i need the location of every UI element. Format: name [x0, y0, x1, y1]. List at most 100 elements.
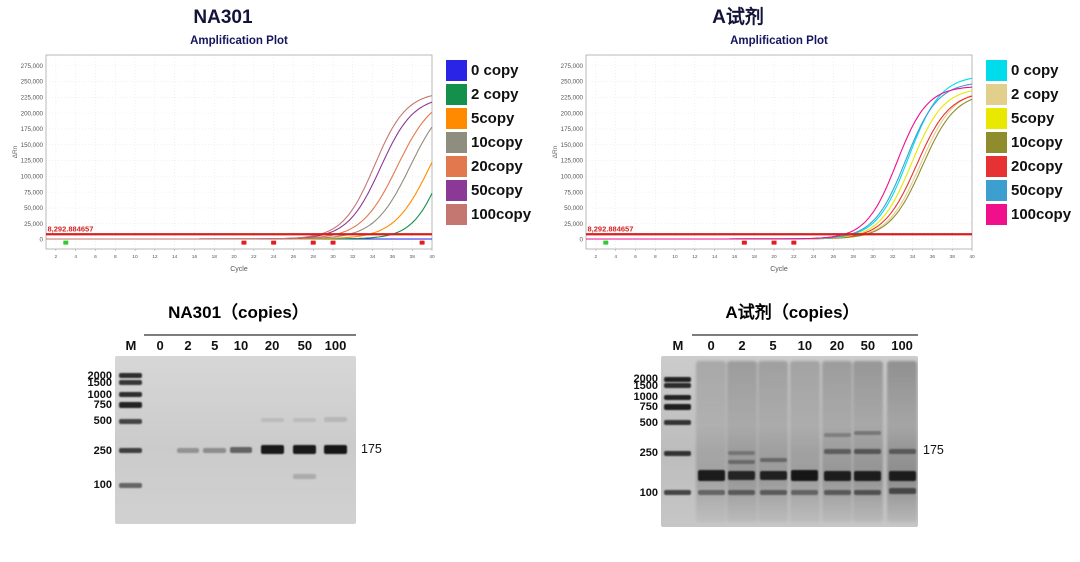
baseline-marker — [310, 240, 316, 245]
svg-text:100,000: 100,000 — [561, 174, 584, 181]
svg-text:8,292.884657: 8,292.884657 — [588, 224, 634, 233]
lane-label: 0 — [707, 338, 715, 353]
svg-text:16: 16 — [192, 254, 198, 260]
ladder-size-label: 500 — [93, 415, 112, 428]
legend-item: 2 copy — [986, 84, 1071, 105]
lane-label: 10 — [797, 338, 813, 353]
lane-label: 5 — [211, 338, 219, 353]
svg-text:125,000: 125,000 — [21, 158, 44, 165]
baseline-marker — [741, 240, 747, 245]
svg-text:36: 36 — [390, 254, 396, 260]
ladder-size-label: 1000 — [633, 391, 658, 404]
gel-band — [888, 488, 916, 495]
gel-title-a-reagent: A试剂（copies） — [725, 303, 860, 322]
legend-label: 5copy — [1011, 110, 1055, 127]
gel-band — [229, 447, 253, 454]
gel-lane-smear — [727, 361, 757, 522]
ladder-band — [664, 383, 692, 389]
ladder-size-label: 1500 — [87, 376, 112, 389]
ladder-band — [664, 450, 692, 456]
svg-text:Cycle: Cycle — [230, 266, 248, 273]
ladder-band — [664, 420, 692, 426]
svg-text:4: 4 — [74, 254, 77, 260]
svg-text:0: 0 — [580, 237, 584, 244]
legend-item: 100copy — [446, 204, 531, 225]
legend-item: 10copy — [446, 132, 531, 153]
ladder-size-label: 1000 — [87, 388, 112, 401]
svg-text:10: 10 — [132, 254, 138, 260]
lane-label: 100 — [324, 338, 347, 353]
svg-text:24: 24 — [271, 254, 277, 260]
legend-a-reagent: 0 copy 2 copy 5copy 10copy 20copy 50copy 100co… — [986, 60, 1071, 228]
gel-band — [823, 470, 851, 481]
svg-text:30: 30 — [870, 254, 876, 260]
svg-text:10: 10 — [672, 254, 678, 260]
gel-band — [260, 417, 284, 422]
svg-text:25,000: 25,000 — [24, 221, 43, 228]
legend-color-swatch — [986, 132, 1007, 153]
legend-color-swatch — [446, 84, 467, 105]
gel-band — [728, 490, 756, 496]
legend-color-swatch — [446, 60, 467, 81]
chart-title-na301: Amplification Plot — [190, 35, 288, 47]
lane-label: M — [125, 338, 137, 353]
baseline-marker — [63, 240, 69, 245]
band-size-label: 175 — [923, 443, 944, 458]
svg-text:4: 4 — [614, 254, 617, 260]
legend-item: 20copy — [986, 156, 1071, 177]
legend-item: 5copy — [446, 108, 531, 129]
baseline-marker — [330, 240, 336, 245]
band-size-annotation: 175 — [918, 356, 952, 527]
legend-color-swatch — [986, 180, 1007, 201]
svg-text:26: 26 — [831, 254, 837, 260]
gel-band — [697, 470, 725, 482]
gel-band — [728, 460, 756, 465]
svg-text:18: 18 — [212, 254, 218, 260]
gel-band — [176, 448, 200, 454]
amplification-plot-na301: 0 25,000 50,000 75,000 100,000 125,000 150,000… — [12, 54, 435, 273]
gel-lane-smear — [822, 361, 852, 522]
svg-text:8: 8 — [654, 254, 657, 260]
svg-text:30: 30 — [330, 254, 336, 260]
ladder-size-label: 100 — [639, 486, 658, 499]
legend-item: 20copy — [446, 156, 531, 177]
ladder-band — [664, 376, 692, 382]
svg-text:32: 32 — [890, 254, 896, 260]
gel-band — [728, 471, 756, 481]
svg-text:14: 14 — [172, 254, 178, 260]
legend-color-swatch — [986, 204, 1007, 225]
gel-image-a-reagent — [661, 356, 918, 527]
svg-text:175,000: 175,000 — [21, 126, 44, 133]
gel-band — [759, 490, 787, 496]
legend-color-swatch — [446, 180, 467, 201]
gel-band — [823, 432, 851, 437]
svg-text:26: 26 — [291, 254, 297, 260]
gel-lane-smear — [853, 361, 883, 522]
svg-text:22: 22 — [791, 254, 797, 260]
svg-text:200,000: 200,000 — [21, 110, 44, 117]
lane-label: 2 — [184, 338, 192, 353]
ladder-size-label: 250 — [639, 447, 658, 460]
gel-title-na301: NA301（copies） — [168, 303, 309, 322]
legend-item: 2 copy — [446, 84, 531, 105]
ladder-band — [119, 373, 143, 379]
ladder-size-label: 750 — [93, 398, 112, 411]
svg-text:28: 28 — [311, 254, 317, 260]
legend-color-swatch — [446, 204, 467, 225]
svg-text:12: 12 — [152, 254, 158, 260]
band-size-label: 175 — [361, 442, 382, 457]
gel-band — [854, 430, 882, 435]
legend-label: 10copy — [471, 134, 523, 151]
legend-label: 2 copy — [471, 86, 519, 103]
svg-text:40: 40 — [429, 254, 435, 260]
ladder-size-label: 1500 — [633, 379, 658, 392]
ladder-band — [119, 482, 143, 488]
svg-text:125,000: 125,000 — [561, 158, 584, 165]
legend-label: 20copy — [1011, 158, 1063, 175]
gel-band — [854, 449, 882, 455]
ladder-band — [119, 380, 143, 386]
svg-text:2: 2 — [55, 254, 58, 260]
baseline-marker — [271, 240, 277, 245]
ladder-band — [664, 490, 692, 496]
svg-text:24: 24 — [811, 254, 817, 260]
